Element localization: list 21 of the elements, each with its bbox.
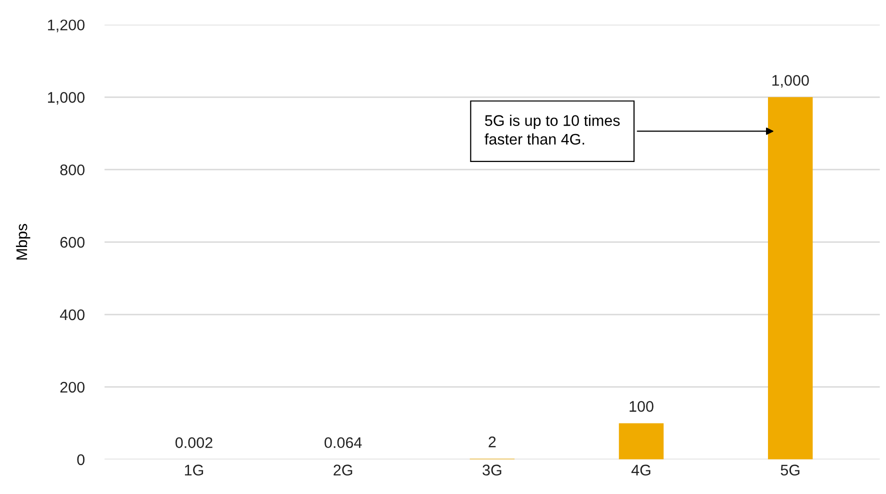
data-label: 2 <box>488 436 496 448</box>
x-tick-label: 5G <box>780 464 800 476</box>
y-tick-label: 1,200 <box>48 20 85 32</box>
bar <box>768 97 813 460</box>
x-tick-label: 4G <box>631 464 650 476</box>
y-tick-label: 200 <box>60 382 85 393</box>
data-label: 0.064 <box>324 437 362 448</box>
annotation: 5G is up to 10 times faster than 4G. <box>484 114 620 145</box>
y-tick-label: 1,000 <box>48 92 85 105</box>
y-axis-title: Mbps <box>16 224 30 260</box>
data-label: 1,000 <box>772 74 809 88</box>
x-tick-label: 3G <box>482 464 502 476</box>
y-tick-label: 0 <box>77 454 85 466</box>
y-tick-label: 800 <box>60 164 85 176</box>
x-tick-label: 1G <box>184 464 204 476</box>
data-label: 100 <box>630 401 654 412</box>
bar <box>618 423 664 460</box>
y-tick-label: 600 <box>60 236 85 248</box>
data-label: 0.002 <box>175 437 212 448</box>
x-tick-label: 2G <box>334 464 352 476</box>
y-tick-label: 400 <box>60 309 85 320</box>
